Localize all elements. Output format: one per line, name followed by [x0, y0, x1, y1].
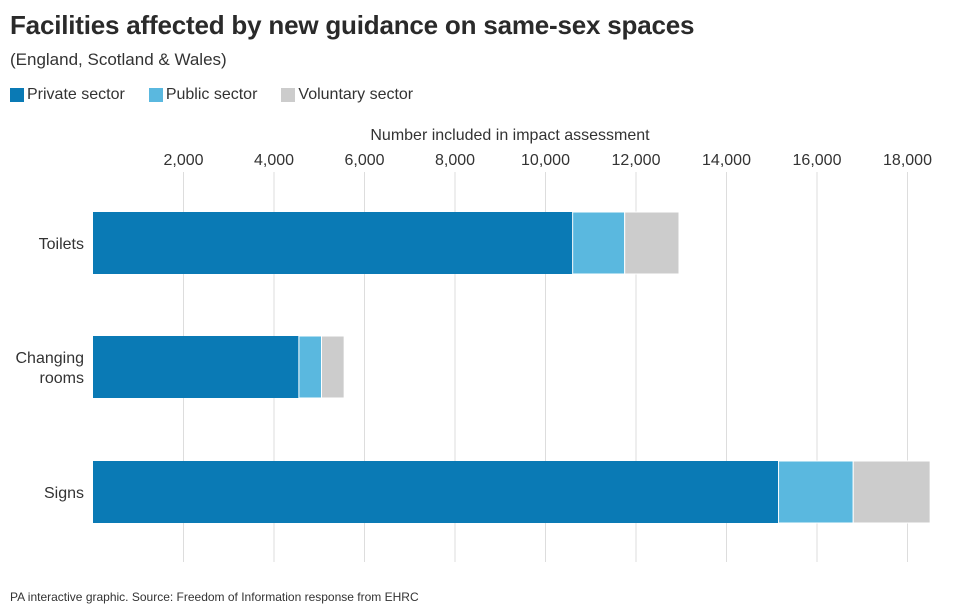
- x-tick-label: 14,000: [702, 152, 751, 169]
- chart-subtitle: (England, Scotland & Wales): [10, 50, 227, 69]
- legend-label-voluntary: Voluntary sector: [298, 86, 414, 103]
- legend-swatch-public: [148, 88, 163, 102]
- bar-segment: [778, 460, 854, 524]
- bars: [93, 211, 931, 524]
- legend-item-private: Private sector: [10, 86, 125, 104]
- category-label-line: Signs: [44, 485, 84, 502]
- x-tick-label: 10,000: [521, 152, 570, 169]
- legend-item-public: Public sector: [148, 86, 258, 104]
- category-label: Changing rooms: [16, 350, 85, 387]
- category-label-line: Changing: [16, 350, 85, 367]
- category-label-line: rooms: [40, 370, 84, 387]
- legend-swatch-voluntary: [281, 88, 296, 102]
- x-axis-label: Number included in impact assessment: [370, 127, 650, 144]
- bar-segment: [572, 211, 626, 275]
- x-tick-label: 2,000: [163, 152, 203, 169]
- category-labels: Toilets Changing rooms Signs: [16, 236, 85, 502]
- x-tick-label: 4,000: [254, 152, 294, 169]
- bar-segment: [321, 335, 345, 399]
- x-tick-label: 16,000: [793, 152, 842, 169]
- bar-segment: [93, 212, 573, 274]
- chart-title: Facilities affected by new guidance on s…: [10, 10, 695, 40]
- x-tick-labels: 2,000 4,000 6,000 8,000 10,000 12,000 14,000 16…: [163, 152, 932, 169]
- category-label: Signs: [44, 485, 84, 502]
- legend-label-private: Private sector: [27, 86, 125, 103]
- source-footnote: PA interactive graphic. Source: Freedom …: [10, 590, 419, 604]
- legend-item-voluntary: Voluntary sector: [281, 86, 413, 104]
- x-tick-label: 12,000: [612, 152, 661, 169]
- category-label-line: Toilets: [39, 236, 84, 253]
- category-label: Toilets: [39, 236, 84, 253]
- bar-segment: [298, 335, 323, 399]
- bar-segment: [93, 461, 779, 523]
- bar-segment: [852, 460, 931, 524]
- x-tick-label: 6,000: [344, 152, 384, 169]
- legend-swatch-private: [10, 88, 24, 102]
- legend-label-public: Public sector: [165, 86, 258, 103]
- x-tick-label: 18,000: [883, 152, 932, 169]
- bar-segment: [93, 336, 299, 398]
- chart-legend: Private sector Public sector Voluntary s…: [10, 86, 437, 104]
- bar-segment: [624, 211, 680, 275]
- x-tick-label: 8,000: [435, 152, 475, 169]
